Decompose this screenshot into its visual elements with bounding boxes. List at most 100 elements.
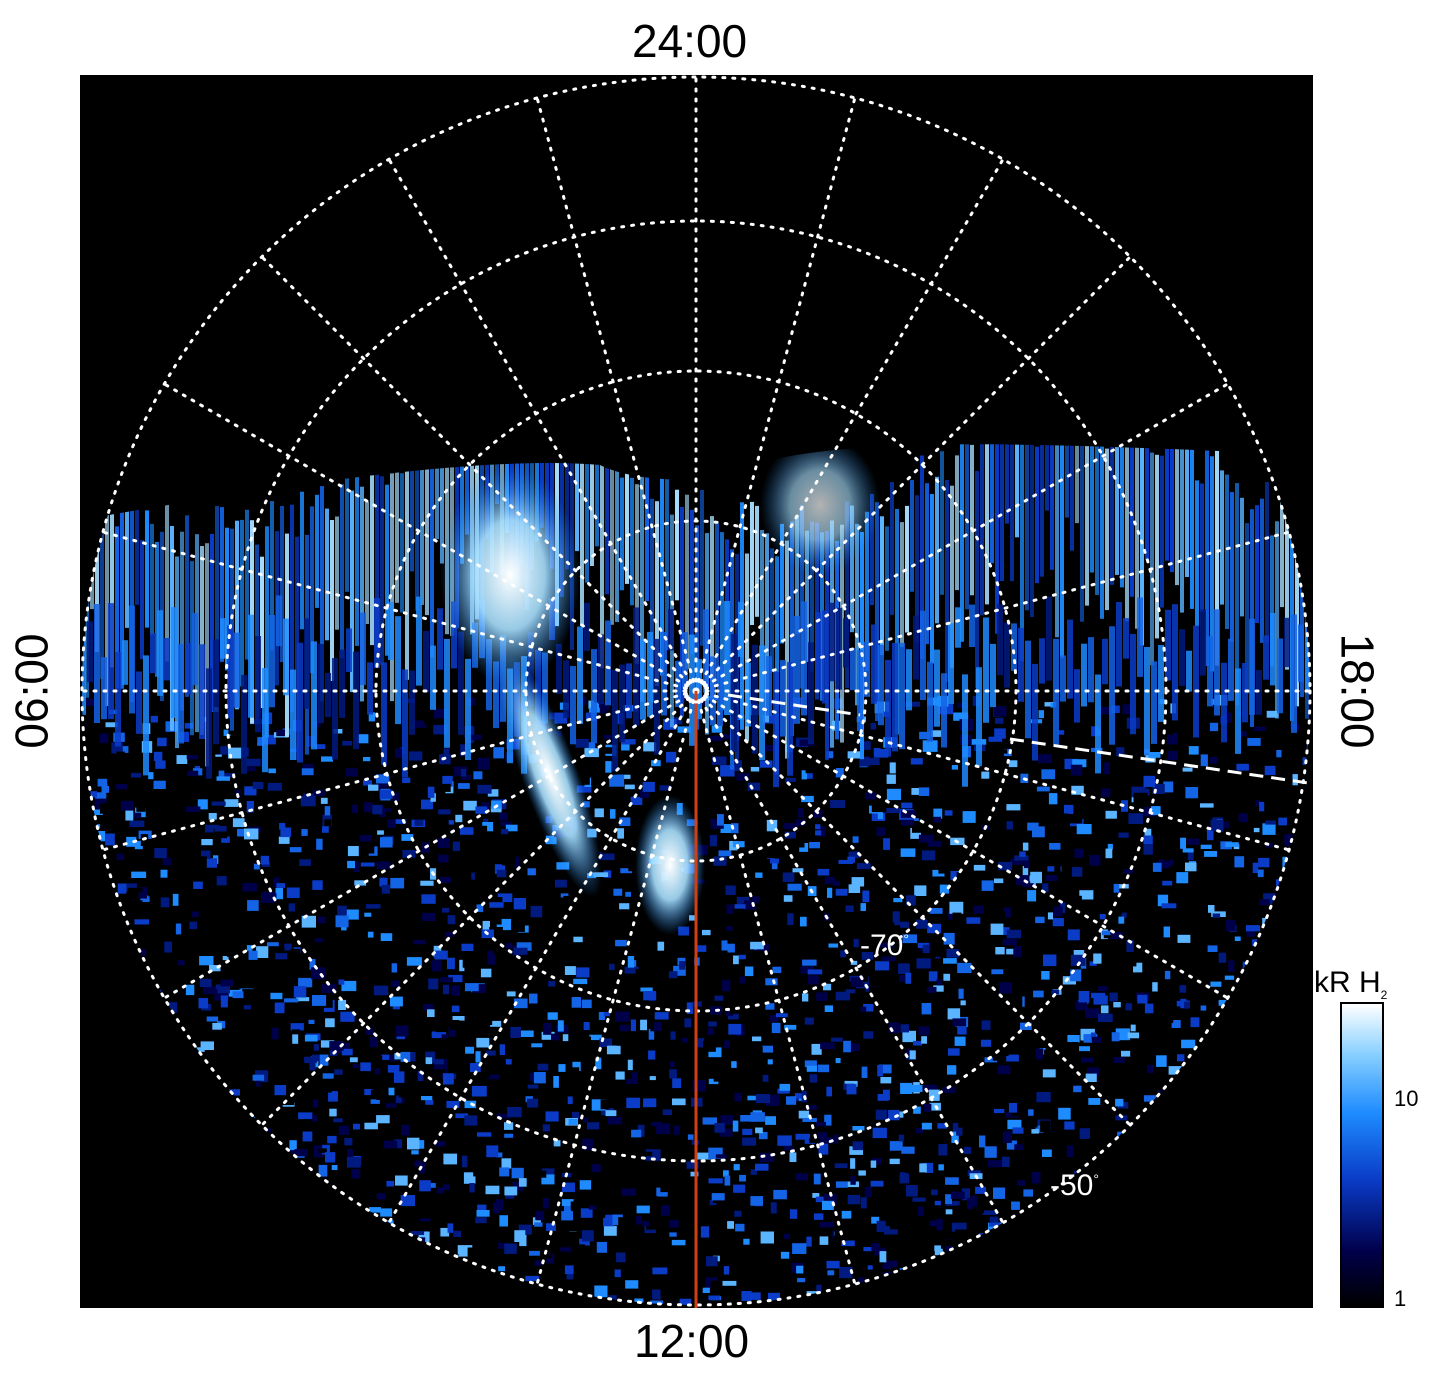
emission-pixel bbox=[742, 1128, 753, 1136]
emission-pixel bbox=[1131, 786, 1146, 798]
emission-pixel bbox=[338, 999, 347, 1010]
local-time-label-right: 18:00 bbox=[1331, 633, 1384, 749]
auroral-streak bbox=[585, 460, 589, 583]
emission-pixel bbox=[125, 810, 134, 821]
emission-pixel bbox=[898, 963, 910, 974]
emission-pixel bbox=[800, 966, 815, 974]
emission-pixel bbox=[803, 1282, 812, 1287]
emission-pixel bbox=[460, 775, 471, 780]
emission-pixel bbox=[618, 1032, 633, 1043]
emission-pixel bbox=[1133, 792, 1148, 803]
emission-pixel bbox=[205, 937, 211, 945]
emission-pixel bbox=[296, 997, 310, 1002]
emission-pixel bbox=[880, 1077, 892, 1084]
emission-pixel bbox=[1079, 1046, 1090, 1052]
bright-emission-arc bbox=[498, 652, 602, 898]
emission-pixel bbox=[870, 1160, 877, 1168]
emission-pixel bbox=[380, 837, 393, 848]
emission-pixel bbox=[1109, 909, 1122, 917]
emission-pixel bbox=[1228, 960, 1235, 972]
emission-pixel bbox=[751, 1215, 757, 1226]
emission-pixel bbox=[981, 771, 990, 779]
emission-pixel bbox=[871, 1243, 880, 1252]
emission-pixel bbox=[324, 806, 331, 816]
emission-pixel bbox=[275, 887, 283, 900]
emission-pixel bbox=[1042, 1069, 1056, 1078]
emission-pixel bbox=[1143, 844, 1153, 855]
emission-pixel bbox=[696, 1002, 709, 1014]
emission-pixel bbox=[594, 808, 604, 818]
emission-pixel bbox=[804, 1017, 814, 1025]
auroral-streak-lower bbox=[108, 603, 114, 720]
emission-pixel bbox=[1006, 821, 1013, 830]
emission-pixel bbox=[263, 1086, 271, 1096]
emission-pixel bbox=[1049, 1013, 1059, 1020]
emission-pixel bbox=[1176, 872, 1189, 884]
emission-pixel bbox=[599, 702, 607, 714]
auroral-streak bbox=[430, 447, 434, 658]
emission-pixel bbox=[1033, 990, 1044, 998]
emission-pixel bbox=[390, 877, 405, 889]
emission-pixel bbox=[431, 960, 442, 972]
emission-pixel bbox=[540, 925, 555, 936]
emission-pixel bbox=[289, 1140, 297, 1152]
emission-pixel bbox=[990, 923, 1004, 935]
emission-pixel bbox=[630, 1151, 643, 1158]
emission-pixel bbox=[1103, 932, 1111, 939]
emission-pixel bbox=[707, 1027, 715, 1035]
emission-pixel bbox=[807, 1158, 817, 1169]
emission-pixel bbox=[1009, 847, 1015, 855]
auroral-streak-lower bbox=[367, 662, 373, 715]
emission-pixel bbox=[889, 1158, 900, 1165]
emission-pixel bbox=[105, 833, 115, 846]
emission-pixel bbox=[879, 1251, 887, 1263]
emission-pixel bbox=[413, 939, 426, 945]
emission-pixel bbox=[858, 1277, 865, 1284]
auroral-streak bbox=[715, 523, 719, 685]
auroral-streak bbox=[1105, 448, 1109, 611]
emission-pixel bbox=[1035, 1125, 1044, 1133]
emission-pixel bbox=[554, 879, 567, 888]
bright-emission-patch bbox=[635, 795, 705, 935]
emission-pixel bbox=[252, 781, 264, 789]
auroral-streak-lower bbox=[94, 604, 100, 723]
emission-pixel bbox=[660, 1181, 676, 1193]
emission-pixel bbox=[475, 1217, 487, 1224]
auroral-streak bbox=[1070, 398, 1074, 551]
emission-pixel bbox=[933, 1025, 940, 1034]
emission-pixel bbox=[778, 799, 789, 807]
emission-pixel bbox=[767, 1059, 773, 1065]
emission-pixel bbox=[735, 1223, 745, 1232]
emission-pixel bbox=[421, 894, 436, 904]
emission-pixel bbox=[882, 1264, 892, 1270]
auroral-streak bbox=[180, 531, 184, 711]
auroral-streak-lower bbox=[570, 666, 576, 745]
emission-pixel bbox=[831, 1037, 843, 1042]
emission-pixel bbox=[894, 921, 910, 928]
auroral-streak bbox=[435, 407, 439, 540]
emission-pixel bbox=[1003, 927, 1010, 935]
emission-pixel bbox=[270, 835, 279, 846]
emission-pixel bbox=[789, 1209, 798, 1219]
emission-pixel bbox=[1002, 1131, 1012, 1143]
emission-pixel bbox=[595, 1057, 602, 1070]
emission-pixel bbox=[654, 1012, 669, 1020]
emission-pixel bbox=[1064, 1121, 1075, 1130]
emission-pixel bbox=[787, 883, 802, 891]
auroral-streak-lower bbox=[647, 631, 653, 717]
emission-pixel bbox=[495, 897, 503, 906]
emission-pixel bbox=[800, 916, 807, 927]
auroral-streak-lower bbox=[1046, 596, 1052, 681]
emission-pixel bbox=[388, 1087, 395, 1096]
emission-pixel bbox=[455, 814, 463, 823]
emission-pixel bbox=[206, 1016, 219, 1022]
emission-pixel bbox=[989, 1216, 999, 1224]
auroral-streak bbox=[1170, 437, 1174, 573]
emission-pixel bbox=[627, 730, 643, 742]
emission-pixel bbox=[762, 1074, 769, 1082]
emission-pixel bbox=[885, 808, 901, 814]
auroral-streak bbox=[1015, 404, 1019, 538]
emission-pixel bbox=[419, 1109, 429, 1114]
emission-pixel bbox=[500, 1238, 514, 1244]
emission-pixel bbox=[1099, 908, 1107, 914]
